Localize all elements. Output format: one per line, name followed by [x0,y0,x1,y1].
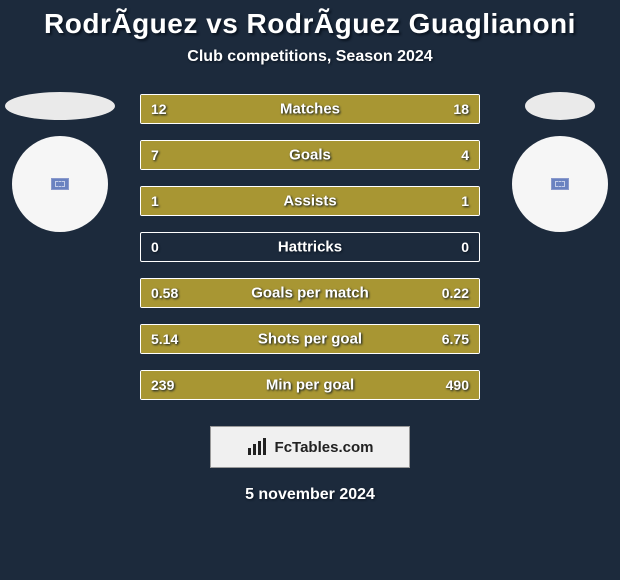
stat-value-right: 490 [446,377,469,393]
date-text: 5 november 2024 [0,486,620,504]
player-photo-placeholder [5,92,115,120]
stat-value-left: 12 [151,101,167,117]
left-player-badges [0,92,120,232]
stat-value-left: 0.58 [151,285,178,301]
stat-row: 5.14 6.75 Shots per goal [140,324,480,354]
comparison-card: RodrÃ­guez vs RodrÃ­guez Guaglianoni Clu… [0,0,620,580]
stat-row: 239 490 Min per goal [140,370,480,400]
flag-icon [51,178,69,190]
flag-icon [551,178,569,190]
brand-box: FcTables.com [210,426,410,468]
stat-value-right: 18 [453,101,469,117]
stat-row: 0 0 Hattricks [140,232,480,262]
stat-row: 1 1 Assists [140,186,480,216]
stat-row: 7 4 Goals [140,140,480,170]
stat-value-left: 239 [151,377,174,393]
stat-bars: 12 18 Matches 7 4 Goals 1 1 Assists 0 0 Hattricks 0.… [140,94,480,400]
stat-label: Matches [280,101,340,118]
bars-logo-icon [247,438,269,456]
stat-value-right: 4 [461,147,469,163]
page-title: RodrÃ­guez vs RodrÃ­guez Guaglianoni [0,8,620,40]
stat-row: 12 18 Matches [140,94,480,124]
club-badge-circle [512,136,608,232]
stat-value-left: 1 [151,193,159,209]
stat-label: Assists [283,193,336,210]
stat-value-right: 0 [461,239,469,255]
stat-row: 0.58 0.22 Goals per match [140,278,480,308]
stat-value-right: 0.22 [442,285,469,301]
stat-label: Goals [289,147,331,164]
subtitle: Club competitions, Season 2024 [0,48,620,66]
club-badge-circle [12,136,108,232]
stat-label: Shots per goal [258,331,362,348]
bars-area: 12 18 Matches 7 4 Goals 1 1 Assists 0 0 Hattricks 0.… [0,94,620,400]
stat-label: Goals per match [251,285,369,302]
stat-label: Min per goal [266,377,354,394]
stat-value-right: 6.75 [442,331,469,347]
stat-label: Hattricks [278,239,342,256]
stat-value-left: 7 [151,147,159,163]
stat-value-right: 1 [461,193,469,209]
stat-value-left: 0 [151,239,159,255]
right-player-badges [500,92,620,232]
brand-text: FcTables.com [275,439,374,456]
stat-value-left: 5.14 [151,331,178,347]
player-photo-placeholder [525,92,595,120]
